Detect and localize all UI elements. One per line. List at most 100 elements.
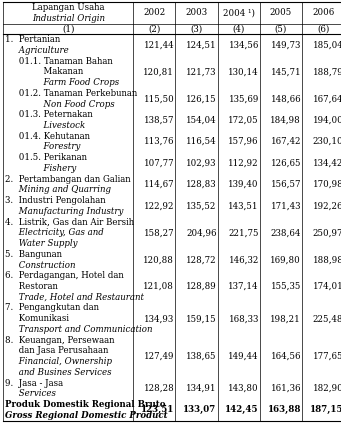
Text: 134,93: 134,93 — [144, 314, 174, 323]
Text: 221,75: 221,75 — [228, 228, 259, 237]
Text: 120,81: 120,81 — [143, 67, 174, 76]
Text: 121,73: 121,73 — [186, 67, 217, 76]
Text: Construction: Construction — [5, 261, 76, 270]
Text: 164,56: 164,56 — [271, 352, 301, 361]
Text: 01.4. Kehutanan: 01.4. Kehutanan — [5, 132, 90, 141]
Text: 171,43: 171,43 — [271, 201, 301, 210]
Text: Services: Services — [5, 389, 56, 398]
Text: Gross Regional Domestic Product: Gross Regional Domestic Product — [5, 411, 168, 420]
Text: (3): (3) — [190, 24, 203, 34]
Text: 172,05: 172,05 — [228, 116, 259, 125]
Text: Lapangan Usaha: Lapangan Usaha — [32, 3, 104, 12]
Text: 177,65: 177,65 — [313, 352, 341, 361]
Text: 124,51: 124,51 — [186, 40, 217, 49]
Text: 7.  Pengangkutan dan: 7. Pengangkutan dan — [5, 303, 99, 312]
Text: (2): (2) — [148, 24, 160, 34]
Text: Manufacturing Industry: Manufacturing Industry — [5, 207, 123, 216]
Text: Produk Domestik Regional Bruto: Produk Domestik Regional Bruto — [5, 400, 166, 409]
Text: Water Supply: Water Supply — [5, 239, 78, 248]
Text: 163,88: 163,88 — [268, 406, 301, 414]
Text: 138,65: 138,65 — [186, 352, 217, 361]
Text: 157,96: 157,96 — [228, 137, 259, 146]
Text: Farm Food Crops: Farm Food Crops — [5, 78, 119, 87]
Text: 115,50: 115,50 — [144, 94, 174, 103]
Text: 149,44: 149,44 — [228, 352, 259, 361]
Text: 134,91: 134,91 — [186, 384, 217, 393]
Text: 135,69: 135,69 — [228, 94, 259, 103]
Text: 148,66: 148,66 — [270, 94, 301, 103]
Text: 123,51: 123,51 — [141, 406, 174, 414]
Text: 128,28: 128,28 — [144, 384, 174, 393]
Text: 127,49: 127,49 — [144, 352, 174, 361]
Text: 187,15: 187,15 — [310, 406, 341, 414]
Text: 158,27: 158,27 — [144, 228, 174, 237]
Text: Komunikasi: Komunikasi — [5, 314, 69, 323]
Text: 102,93: 102,93 — [186, 158, 217, 167]
Text: 230,10: 230,10 — [313, 137, 341, 146]
Text: (4): (4) — [233, 24, 245, 34]
Text: 198,21: 198,21 — [270, 314, 301, 323]
Text: 238,64: 238,64 — [271, 228, 301, 237]
Text: Makanan: Makanan — [5, 67, 83, 76]
Text: 204,96: 204,96 — [186, 228, 217, 237]
Text: 182,90: 182,90 — [313, 384, 341, 393]
Text: 161,36: 161,36 — [271, 384, 301, 393]
Text: 5.  Bangunan: 5. Bangunan — [5, 250, 62, 259]
Text: Financial, Ownership: Financial, Ownership — [5, 357, 112, 366]
Text: 156,57: 156,57 — [271, 180, 301, 189]
Text: 4.  Listrik, Gas dan Air Bersih: 4. Listrik, Gas dan Air Bersih — [5, 218, 134, 227]
Text: 120,88: 120,88 — [143, 255, 174, 264]
Text: 130,14: 130,14 — [228, 67, 259, 76]
Text: 128,72: 128,72 — [186, 255, 217, 264]
Text: 113,76: 113,76 — [144, 137, 174, 146]
Text: Transport and Communication: Transport and Communication — [5, 325, 153, 334]
Text: 01.2. Tanaman Perkebunan: 01.2. Tanaman Perkebunan — [5, 89, 137, 98]
Text: Forestry: Forestry — [5, 142, 80, 152]
Text: 1.  Pertanian: 1. Pertanian — [5, 35, 60, 44]
Text: Trade, Hotel and Restaurant: Trade, Hotel and Restaurant — [5, 293, 144, 302]
Text: 8.  Keuangan, Persewaan: 8. Keuangan, Persewaan — [5, 336, 115, 345]
Text: 128,83: 128,83 — [186, 180, 217, 189]
Text: 225,48: 225,48 — [313, 314, 341, 323]
Text: Agriculture: Agriculture — [5, 46, 69, 55]
Text: 154,04: 154,04 — [186, 116, 217, 125]
Text: 01.3. Peternakan: 01.3. Peternakan — [5, 110, 93, 119]
Text: 167,64: 167,64 — [313, 94, 341, 103]
Text: 2.  Pertambangan dan Galian: 2. Pertambangan dan Galian — [5, 175, 131, 184]
Text: 9.  Jasa - Jasa: 9. Jasa - Jasa — [5, 379, 63, 388]
Text: 167,42: 167,42 — [271, 137, 301, 146]
Text: 6.  Perdagangan, Hotel dan: 6. Perdagangan, Hotel dan — [5, 271, 124, 280]
Text: 145,71: 145,71 — [270, 67, 301, 76]
Text: 192,26: 192,26 — [313, 201, 341, 210]
Text: 250,97: 250,97 — [313, 228, 341, 237]
Text: Mining and Quarring: Mining and Quarring — [5, 185, 111, 194]
Text: Non Food Crops: Non Food Crops — [5, 100, 115, 109]
Text: 188,79: 188,79 — [313, 67, 341, 76]
Text: 143,80: 143,80 — [228, 384, 259, 393]
Text: 01.5. Perikanan: 01.5. Perikanan — [5, 153, 87, 162]
Text: 2002: 2002 — [143, 9, 165, 17]
Text: Restoran: Restoran — [5, 282, 58, 291]
Text: 126,15: 126,15 — [186, 94, 217, 103]
Text: 188,98: 188,98 — [312, 255, 341, 264]
Text: 121,08: 121,08 — [143, 282, 174, 291]
Text: 169,80: 169,80 — [270, 255, 301, 264]
Text: 116,54: 116,54 — [186, 137, 217, 146]
Text: 114,67: 114,67 — [144, 180, 174, 189]
Text: 133,07: 133,07 — [183, 406, 217, 414]
Text: 121,44: 121,44 — [144, 40, 174, 49]
Text: 139,40: 139,40 — [228, 180, 259, 189]
Text: Livestock: Livestock — [5, 121, 85, 130]
Text: Electricity, Gas and: Electricity, Gas and — [5, 228, 104, 237]
Text: 159,15: 159,15 — [186, 314, 217, 323]
Text: 135,52: 135,52 — [186, 201, 217, 210]
Text: 126,65: 126,65 — [271, 158, 301, 167]
Text: 138,57: 138,57 — [144, 116, 174, 125]
Text: 128,89: 128,89 — [186, 282, 217, 291]
Text: 2006: 2006 — [312, 9, 335, 17]
Text: 149,73: 149,73 — [271, 40, 301, 49]
Text: 174,01: 174,01 — [313, 282, 341, 291]
Text: 168,33: 168,33 — [228, 314, 259, 323]
Text: 2003: 2003 — [186, 9, 207, 17]
Text: 112,92: 112,92 — [228, 158, 259, 167]
